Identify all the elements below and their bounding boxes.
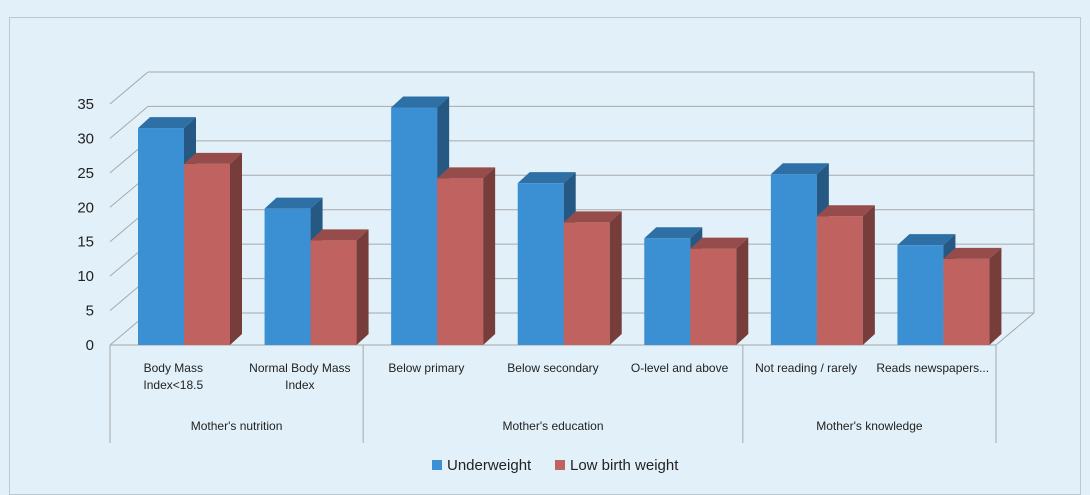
- bar-front: [690, 248, 737, 345]
- floor-right-edge: [995, 312, 1035, 346]
- bar-top: [770, 163, 829, 175]
- x-category-label: Below primary: [388, 361, 464, 375]
- x-category-label: Not reading / rarely: [755, 361, 857, 375]
- gridline-side: [109, 106, 149, 139]
- bar-top: [264, 197, 323, 209]
- x-category-label: Body Mass: [144, 361, 203, 375]
- bar-front: [184, 163, 230, 345]
- bar-front: [138, 128, 184, 345]
- bar-top: [437, 167, 496, 179]
- bar-front: [563, 222, 610, 345]
- bar-front: [770, 174, 817, 345]
- x-category-label: Index<18.5: [143, 378, 203, 392]
- bar-top: [138, 117, 196, 129]
- bar-top: [644, 227, 703, 239]
- gridline-side: [109, 71, 149, 105]
- bar-side: [989, 247, 1002, 345]
- y-tick-label: 10: [77, 268, 94, 285]
- bar-front: [264, 208, 311, 345]
- y-tick-label: 15: [77, 234, 94, 251]
- bar-side: [230, 152, 242, 345]
- bar-side: [862, 205, 875, 345]
- bar-front: [310, 240, 357, 345]
- bar-front: [897, 245, 944, 345]
- bar-top: [816, 205, 875, 217]
- x-category-label: O-level and above: [631, 361, 729, 375]
- y-tick-label: 20: [77, 199, 94, 216]
- x-category-label: Below secondary: [507, 361, 598, 375]
- bar-top: [310, 229, 369, 241]
- bar-front: [517, 183, 564, 345]
- bar-top: [690, 237, 749, 249]
- legend-label: Low birth weight: [570, 457, 679, 474]
- legend-swatch: [555, 460, 565, 470]
- bar-front: [391, 107, 438, 345]
- bar-side: [356, 229, 369, 345]
- bar-top: [563, 211, 622, 223]
- bar-top: [391, 96, 450, 108]
- bar-side: [736, 237, 749, 345]
- bar-side: [609, 211, 622, 345]
- bar-front: [816, 216, 863, 345]
- x-group-label: Mother's nutrition: [191, 419, 283, 433]
- bar-front: [644, 238, 691, 345]
- bar-top: [184, 152, 242, 164]
- y-tick-label: 5: [86, 303, 94, 320]
- bar-top: [897, 234, 956, 246]
- x-category-label: Index: [285, 378, 314, 392]
- y-tick-label: 35: [77, 96, 94, 113]
- x-group-label: Mother's education: [502, 419, 603, 433]
- x-group-label: Mother's knowledge: [816, 419, 923, 433]
- bar-top: [943, 247, 1002, 259]
- bar-front: [437, 178, 484, 345]
- bar-side: [483, 167, 496, 345]
- bar-front: [943, 258, 990, 345]
- x-category-label: Normal Body Mass: [249, 361, 350, 375]
- y-tick-label: 30: [77, 130, 94, 147]
- bar-top: [517, 172, 576, 184]
- legend-swatch: [432, 460, 442, 470]
- y-tick-label: 25: [77, 165, 94, 182]
- x-category-label: Reads newspapers...: [876, 361, 989, 375]
- y-tick-label: 0: [86, 337, 94, 354]
- legend-label: Underweight: [447, 457, 532, 474]
